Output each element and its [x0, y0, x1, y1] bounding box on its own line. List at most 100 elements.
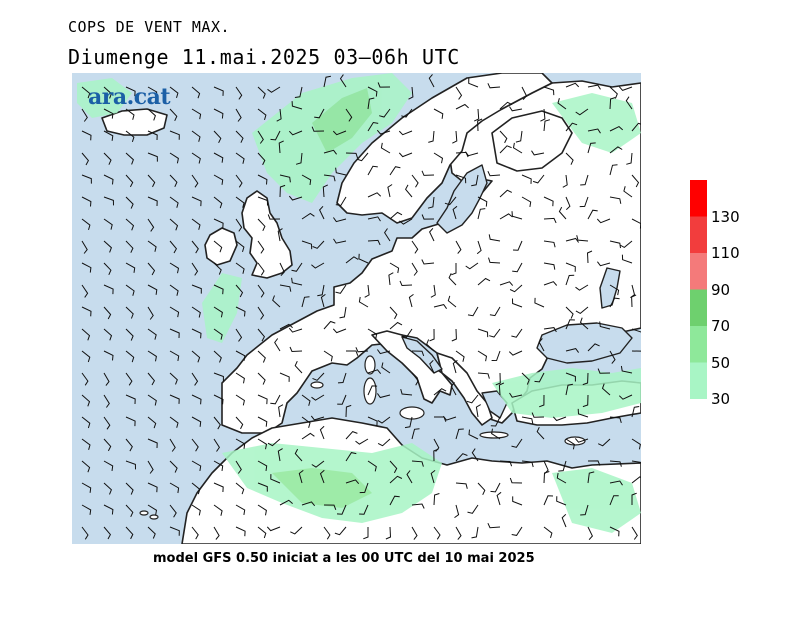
wind-barb: [257, 438, 268, 450]
wind-barb: [103, 218, 113, 230]
wind-barb: [495, 372, 501, 386]
wind-barb: [169, 504, 177, 518]
wind-barb: [565, 196, 571, 211]
wind-barb: [332, 130, 347, 136]
wind-barb: [289, 346, 303, 353]
wind-barb: [272, 295, 281, 308]
chart-title: COPS DE VENT MAX.: [68, 18, 231, 36]
wind-barb: [125, 416, 136, 427]
wind-barb: [301, 501, 316, 507]
wind-barb: [489, 306, 501, 317]
wind-barb: [599, 321, 611, 330]
wind-barb: [455, 240, 462, 254]
wind-barb: [103, 174, 114, 185]
wind-barb: [147, 372, 156, 386]
wind-barb: [631, 328, 641, 333]
wind-barb: [147, 130, 158, 141]
wind-barb: [235, 482, 245, 495]
wind-barb: [398, 152, 413, 158]
wind-barb: [270, 130, 281, 141]
wind-barb: [277, 228, 283, 242]
wind-barb: [311, 394, 325, 401]
wind-barb: [274, 338, 281, 352]
wind-barb: [367, 121, 379, 132]
wind-barb: [191, 438, 199, 452]
baltic-sea: [436, 164, 488, 234]
wind-barb: [191, 196, 202, 207]
wind-barb: [367, 86, 378, 97]
legend-band-0: [690, 362, 707, 399]
wind-barb: [169, 108, 178, 122]
wind-barb: [295, 152, 303, 165]
wind-barb: [452, 130, 458, 144]
wind-barb: [103, 262, 112, 276]
wind-barb: [147, 482, 158, 493]
wind-barb: [455, 86, 463, 100]
wind-barb: [475, 404, 481, 418]
black-sea: [536, 322, 633, 364]
wind-barb: [367, 239, 381, 246]
wind-barb: [488, 234, 501, 242]
wind-barb: [301, 296, 310, 308]
wind-barb: [147, 306, 154, 320]
wind-barb: [389, 495, 400, 506]
wind-barb: [609, 297, 620, 308]
wind-barb: [406, 470, 413, 484]
wind-barb: [512, 142, 523, 154]
wind-barb: [169, 416, 179, 428]
wind-barb: [623, 186, 633, 198]
wind-barb: [317, 284, 325, 297]
wind-barb: [335, 284, 347, 294]
wind-barb: [147, 284, 158, 295]
wind-barb: [367, 165, 378, 176]
wind-barb: [433, 448, 439, 462]
wind-barb: [540, 108, 546, 122]
wind-barb: [565, 82, 580, 88]
wind-barb: [543, 196, 554, 207]
wind-barb: [81, 504, 92, 515]
wind-barb: [451, 328, 457, 342]
wind-barb: [411, 526, 418, 540]
wind-barb: [314, 108, 325, 119]
wind-barb: [169, 240, 178, 254]
wind-barb: [565, 372, 576, 382]
island-canaries-2: [149, 514, 159, 520]
wind-barb: [235, 394, 245, 406]
wind-barb: [257, 262, 265, 276]
wind-barb: [358, 296, 369, 308]
wind-barb: [125, 438, 133, 452]
gust-zone-3: [312, 88, 372, 153]
wind-barb: [103, 438, 112, 452]
wind-barb: [448, 273, 457, 286]
wind-barb: [579, 196, 589, 208]
wind-barb: [427, 196, 435, 209]
gust-zone-1: [77, 78, 132, 118]
wind-barb: [455, 428, 464, 440]
wind-barb: [408, 86, 414, 100]
wind-barb: [169, 350, 180, 361]
wind-barb: [509, 477, 523, 484]
wind-barb: [511, 438, 523, 448]
wind-barb: [355, 347, 369, 353]
wind-barb: [323, 504, 337, 510]
wind-barb: [213, 306, 223, 318]
wind-barb: [539, 394, 545, 408]
wind-barb: [587, 128, 601, 134]
wind-barb: [401, 108, 413, 118]
gust-zone-4: [552, 93, 641, 153]
legend-label: 110: [711, 244, 740, 262]
wind-barb: [235, 196, 245, 208]
gust-zone-7: [272, 468, 372, 508]
wind-barb: [565, 383, 573, 396]
wind-barb: [558, 460, 567, 472]
wind-barb: [81, 460, 91, 473]
wind-barb: [288, 195, 303, 201]
wind-barb: [213, 460, 224, 471]
wind-barb: [381, 362, 391, 374]
wind-barb: [169, 526, 180, 536]
wind-barb: [465, 262, 479, 270]
wind-barb: [103, 416, 111, 430]
wind-barb: [125, 350, 135, 363]
wind-barb: [543, 327, 557, 333]
wind-barb: [511, 328, 523, 338]
